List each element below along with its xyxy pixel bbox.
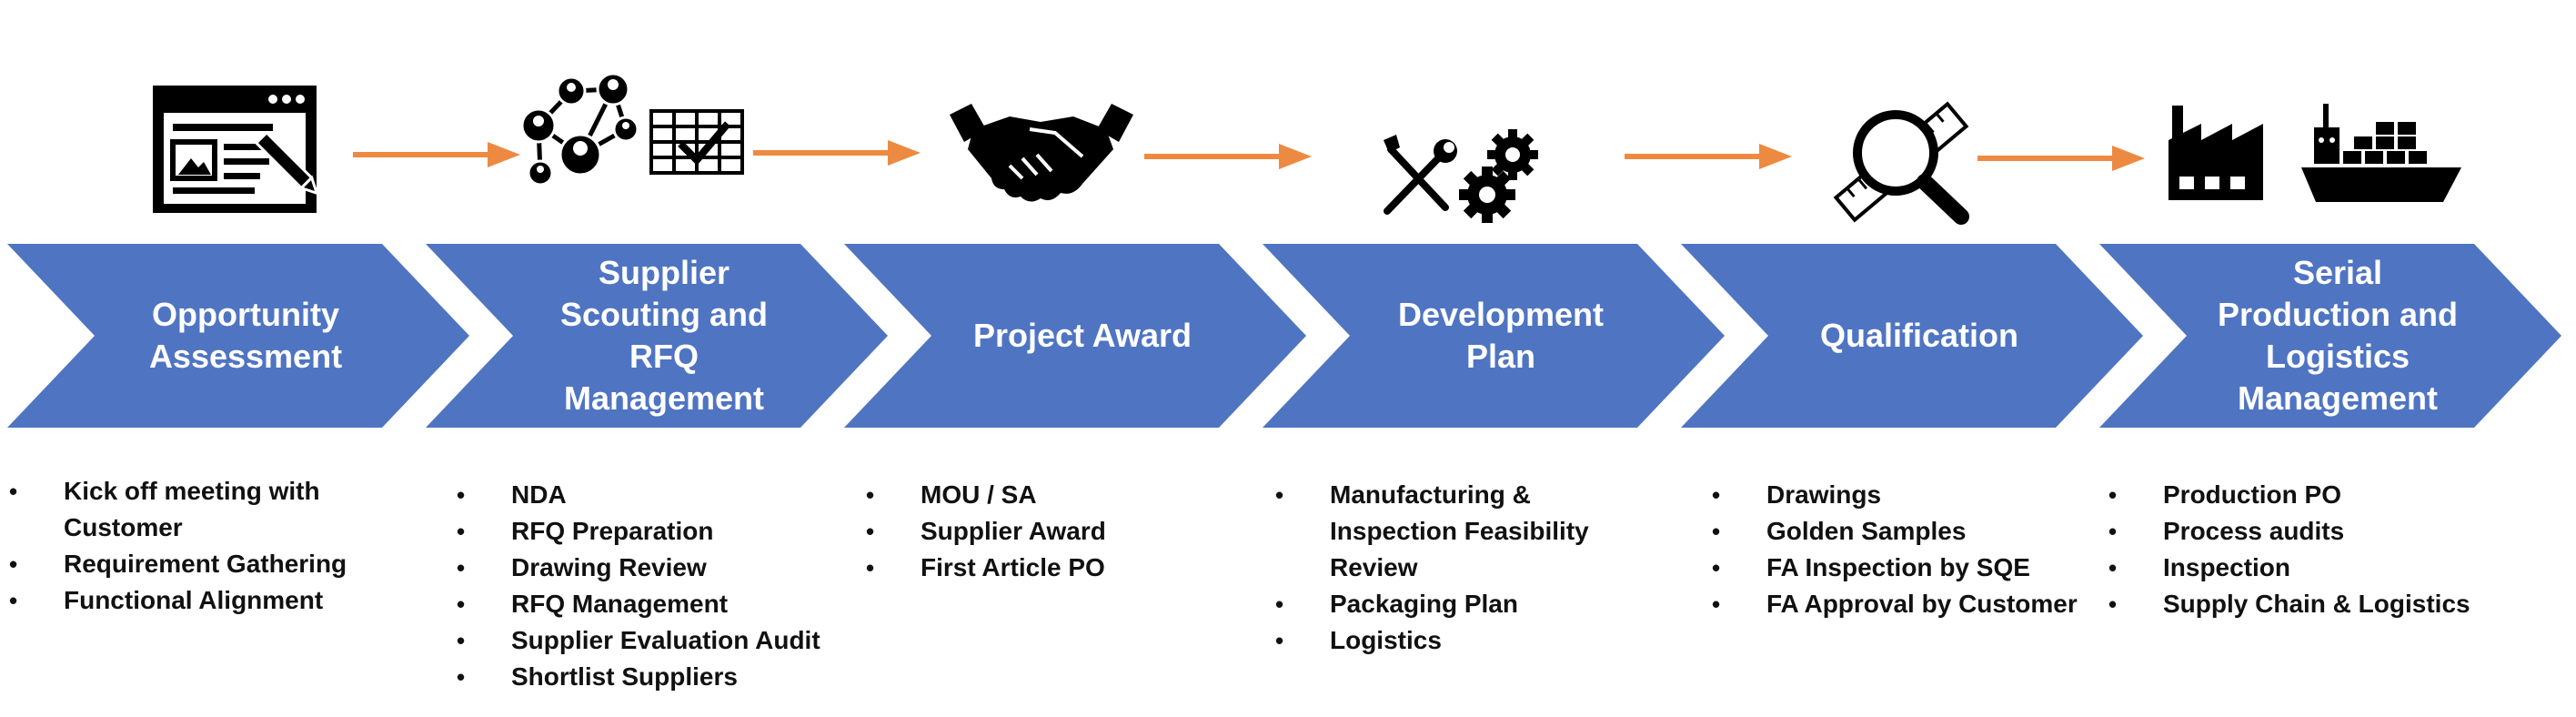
flow-arrow-3 — [1144, 144, 1312, 169]
stage-1-bullet-1: Kick off meeting with Customer — [9, 473, 428, 546]
tools-and-gears-icon — [1384, 129, 1538, 223]
flow-arrow-5 — [1977, 146, 2145, 171]
stage-2-bullet-2: RFQ Preparation — [457, 513, 866, 550]
stage-2-bullet-4: RFQ Management — [457, 586, 866, 622]
flow-arrow-2 — [753, 140, 921, 166]
stage-2-bullets: NDA RFQ Preparation Drawing Review RFQ M… — [457, 477, 866, 695]
stage-3-title: Project Award — [972, 317, 1192, 354]
magnifier-ruler-icon — [1833, 101, 1969, 225]
stage-2-bullet-5: Supplier Evaluation Audit — [457, 622, 866, 659]
stage-2-bullet-3: Drawing Review — [457, 550, 866, 586]
stage-5-bullet-2: Golden Samples — [1712, 513, 2130, 550]
stage-6-bullet-2: Process audits — [2108, 513, 2545, 550]
flow-arrow-4 — [1625, 144, 1792, 169]
stage-2-bullet-1: NDA — [457, 477, 866, 513]
stage-3-bullet-3: First Article PO — [866, 550, 1266, 586]
stage-6-title: Serial Production and Logistics Manageme… — [2218, 254, 2458, 417]
stage-1-bullets: Kick off meeting with Customer Requireme… — [9, 473, 428, 619]
handshake-icon — [950, 104, 1133, 202]
stage-6-bullets: Production PO Process audits Inspection … — [2108, 477, 2545, 622]
stage-6-bullet-3: Inspection — [2108, 550, 2545, 586]
stage-6-chevron — [2099, 244, 2561, 428]
stage-2-chevron — [426, 244, 888, 428]
stage-6-bullet-4: Supply Chain & Logistics — [2108, 586, 2545, 622]
stage-5-bullet-4: FA Approval by Customer — [1712, 586, 2130, 622]
stage-5-chevron — [1681, 244, 2143, 428]
stage-4-title: Development Plan — [1397, 296, 1605, 375]
stage-5-bullet-1: Drawings — [1712, 477, 2130, 513]
stage-3-bullet-2: Supplier Award — [866, 513, 1266, 550]
stage-5-bullet-3: FA Inspection by SQE — [1712, 550, 2130, 586]
web-page-editing-icon — [153, 86, 319, 213]
stage-1-bullet-2: Requirement Gathering — [9, 546, 428, 582]
factory-and-ship-icon — [2168, 104, 2461, 202]
stage-1-title: Opportunity Assessment — [148, 296, 343, 375]
stage-4-bullet-3: Logistics — [1275, 622, 1675, 659]
stage-2-title: Supplier Scouting and RFQ Management — [560, 254, 768, 417]
stage-5-title: Qualification — [1819, 317, 2019, 354]
stage-1-chevron — [7, 244, 469, 428]
stage-4-chevron — [1263, 244, 1725, 428]
stage-3-chevron — [844, 244, 1306, 428]
stage-4-bullets: Manufacturing & Inspection Feasibility R… — [1275, 477, 1675, 659]
flow-arrow-1 — [353, 142, 520, 167]
stage-4-bullet-2: Packaging Plan — [1275, 586, 1675, 622]
network-and-table-icon — [520, 72, 744, 187]
stage-6-bullet-1: Production PO — [2108, 477, 2545, 513]
stage-2-bullet-6: Shortlist Suppliers — [457, 659, 866, 695]
stage-3-bullets: MOU / SA Supplier Award First Article PO — [866, 477, 1266, 586]
stage-4-bullet-1: Manufacturing & Inspection Feasibility R… — [1275, 477, 1675, 586]
stage-5-bullets: Drawings Golden Samples FA Inspection by… — [1712, 477, 2130, 622]
stage-1-bullet-3: Functional Alignment — [9, 582, 428, 619]
stage-3-bullet-1: MOU / SA — [866, 477, 1266, 513]
